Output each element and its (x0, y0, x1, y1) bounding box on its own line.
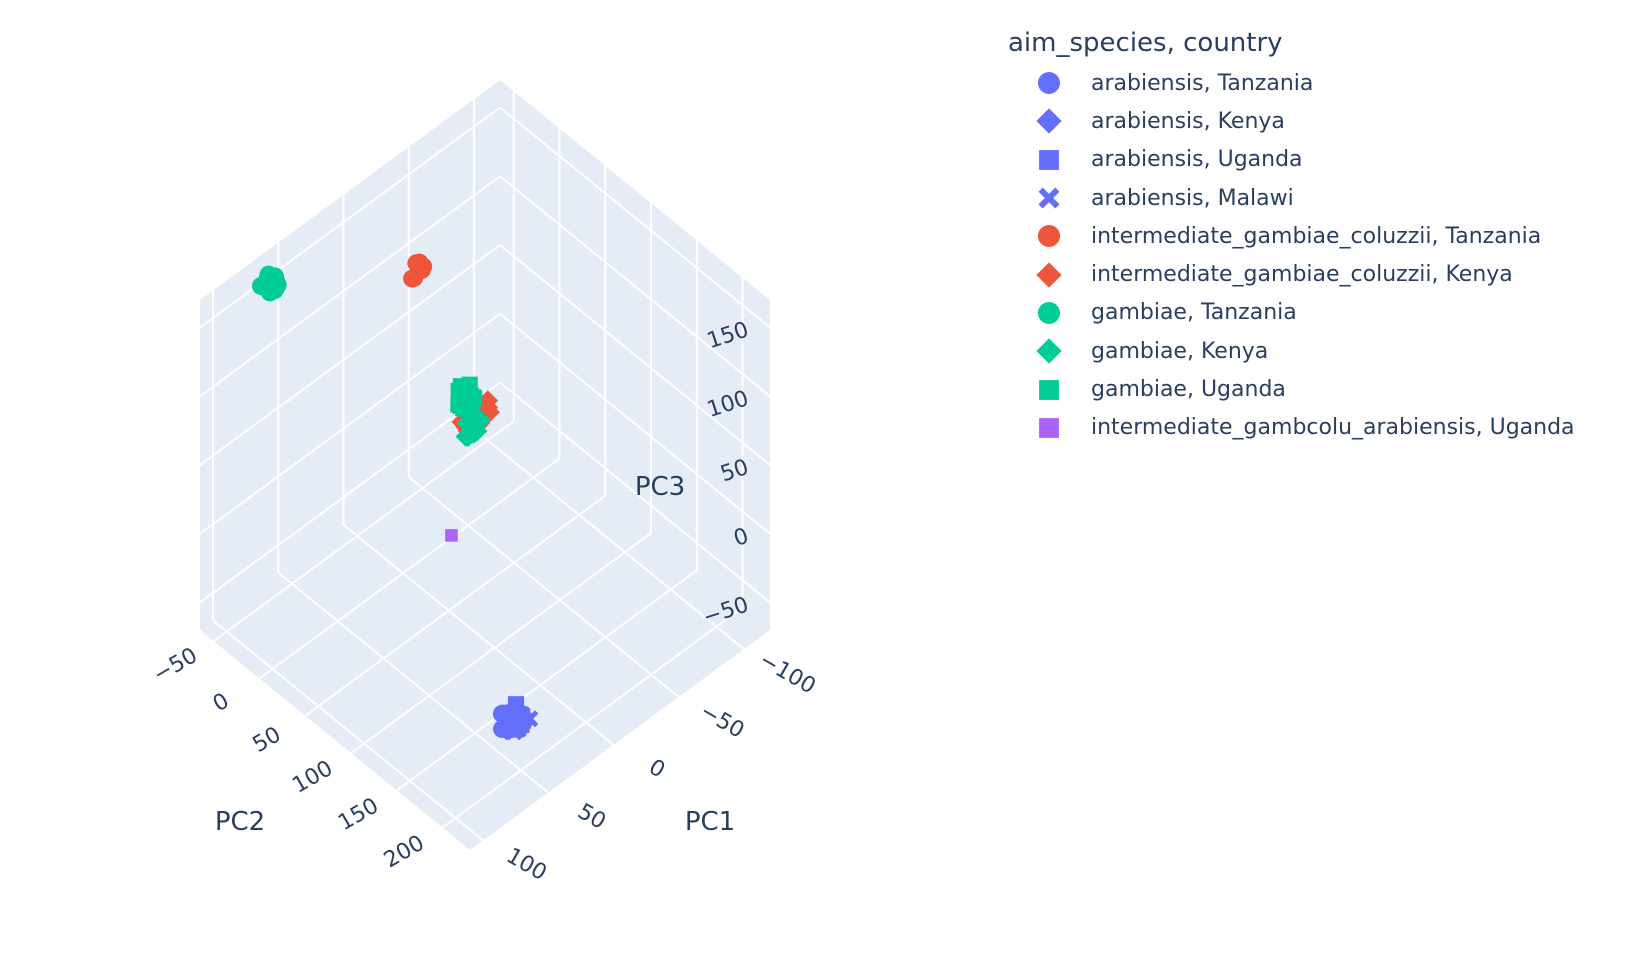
floor-wall (200, 410, 770, 850)
gridline-pc3-wall-b (199, 244, 501, 466)
data-point (260, 274, 279, 293)
legend-item[interactable]: gambiae, Kenya (1005, 332, 1575, 370)
circle-marker-icon (1038, 225, 1060, 248)
gridline-pc1-floor (408, 476, 680, 698)
square-marker-icon (1039, 379, 1059, 400)
gridline-pc2-floor (258, 457, 561, 680)
legend-label: arabiensis, Malawi (1091, 185, 1294, 211)
tick-label-pc2: −50 (149, 643, 202, 688)
gridline-pc2-floor (304, 494, 606, 717)
data-point (451, 384, 469, 401)
legend-marker (1038, 72, 1060, 95)
legend: aim_species, country arabiensis, Tanzani… (1005, 28, 1575, 447)
tick-label-pc2: 100 (288, 756, 337, 799)
diamond-marker-icon (1036, 338, 1062, 364)
legend-marker (1039, 149, 1059, 170)
tick-label-pc1: 100 (502, 843, 551, 886)
legend-item[interactable]: arabiensis, Uganda (1005, 141, 1575, 179)
tick-label-pc1: 50 (573, 799, 610, 835)
gridline-pc3-wall-a (499, 312, 771, 535)
legend-marker (1038, 301, 1060, 324)
legend-marker (1036, 262, 1062, 288)
tick-label-pc2: 0 (209, 689, 234, 718)
legend-item[interactable]: gambiae, Uganda (1005, 370, 1575, 408)
gridline-pc1-floor (342, 524, 615, 746)
legend-label: gambiae, Kenya (1091, 338, 1269, 364)
gridline-pc3-wall-b (199, 312, 501, 535)
axis-titles: PC1 PC2 PC3 (215, 472, 735, 837)
legend-label: intermediate_gambiae_coluzzii, Kenya (1091, 262, 1513, 288)
gridline-pc2-floor (213, 420, 515, 642)
circle-marker-icon (1038, 301, 1060, 324)
gridlines (199, 91, 771, 842)
gridline-pc3-wall-a (499, 381, 771, 604)
data-point (477, 390, 499, 411)
legend-label: gambiae, Uganda (1091, 377, 1286, 403)
legend-marker (1036, 108, 1062, 135)
gridline-pc3-wall-b (199, 106, 501, 329)
legend-label: arabiensis, Kenya (1091, 108, 1285, 134)
tick-label-pc2: 150 (334, 793, 383, 836)
legend-item[interactable]: gambiae, Tanzania (1005, 294, 1575, 332)
legend-marker (1036, 338, 1062, 364)
gridline-pc3-wall-b (199, 381, 501, 604)
tick-label-pc1: 0 (644, 755, 669, 784)
data-point (454, 397, 472, 414)
data-point (445, 529, 458, 542)
square-marker-icon (1039, 417, 1059, 438)
legend-item[interactable]: intermediate_gambcolu_arabiensis, Uganda (1005, 409, 1575, 447)
data-point (509, 715, 527, 733)
tick-label-pc2: 200 (380, 831, 429, 874)
legend-marker (1038, 187, 1060, 209)
data-point (455, 426, 477, 447)
legend-marker (1039, 379, 1059, 400)
legend-item[interactable]: arabiensis, Malawi (1005, 179, 1575, 217)
legend-label: intermediate_gambiae_coluzzii, Tanzania (1091, 223, 1542, 249)
legend-item[interactable]: arabiensis, Tanzania (1005, 64, 1575, 102)
legend-item[interactable]: intermediate_gambiae_coluzzii, Kenya (1005, 255, 1575, 293)
diamond-marker-icon (1036, 262, 1062, 288)
legend-marker (1039, 417, 1059, 438)
tick-label-pc2: 50 (249, 722, 286, 758)
legend-label: gambiae, Tanzania (1091, 300, 1297, 326)
gridline-pc1-floor (212, 619, 484, 842)
series-4 (403, 253, 433, 288)
gridline-pc3-wall-a (499, 175, 771, 398)
gridline-pc3-wall-a (499, 106, 771, 329)
legend-marker (1038, 225, 1060, 248)
x-marker-icon (1038, 187, 1060, 209)
legend-label: intermediate_gambcolu_arabiensis, Uganda (1091, 415, 1575, 441)
axis-title-pc3: PC3 (635, 472, 685, 502)
gridline-pc3-wall-b (199, 175, 501, 398)
legend-label: arabiensis, Uganda (1091, 147, 1303, 173)
series-6 (252, 265, 287, 302)
square-marker-icon (1039, 149, 1059, 170)
gridline-pc1-floor (277, 571, 549, 794)
legend-label: arabiensis, Tanzania (1091, 70, 1314, 96)
circle-marker-icon (1038, 72, 1060, 95)
series-9 (445, 529, 458, 542)
gridline-pc3-wall-a (499, 244, 771, 466)
gridline-pc2-floor (350, 532, 652, 754)
legend-item[interactable]: arabiensis, Kenya (1005, 102, 1575, 140)
data-point (405, 268, 424, 287)
legend-item[interactable]: intermediate_gambiae_coluzzii, Tanzania (1005, 217, 1575, 255)
gridline-pc1-floor (473, 428, 745, 650)
gridline-pc2-floor (441, 606, 744, 829)
gridline-pc2-floor (396, 569, 698, 792)
series-8 (450, 376, 483, 417)
axis-title-pc1: PC1 (685, 807, 735, 837)
diamond-marker-icon (1036, 108, 1062, 135)
tick-label-pc1: −50 (696, 699, 749, 744)
axis-title-pc2: PC2 (215, 807, 265, 837)
data-points (252, 253, 539, 741)
tick-label-pc1: −100 (755, 648, 820, 700)
series-3 (496, 705, 539, 741)
legend-title: aim_species, country (1008, 28, 1283, 58)
